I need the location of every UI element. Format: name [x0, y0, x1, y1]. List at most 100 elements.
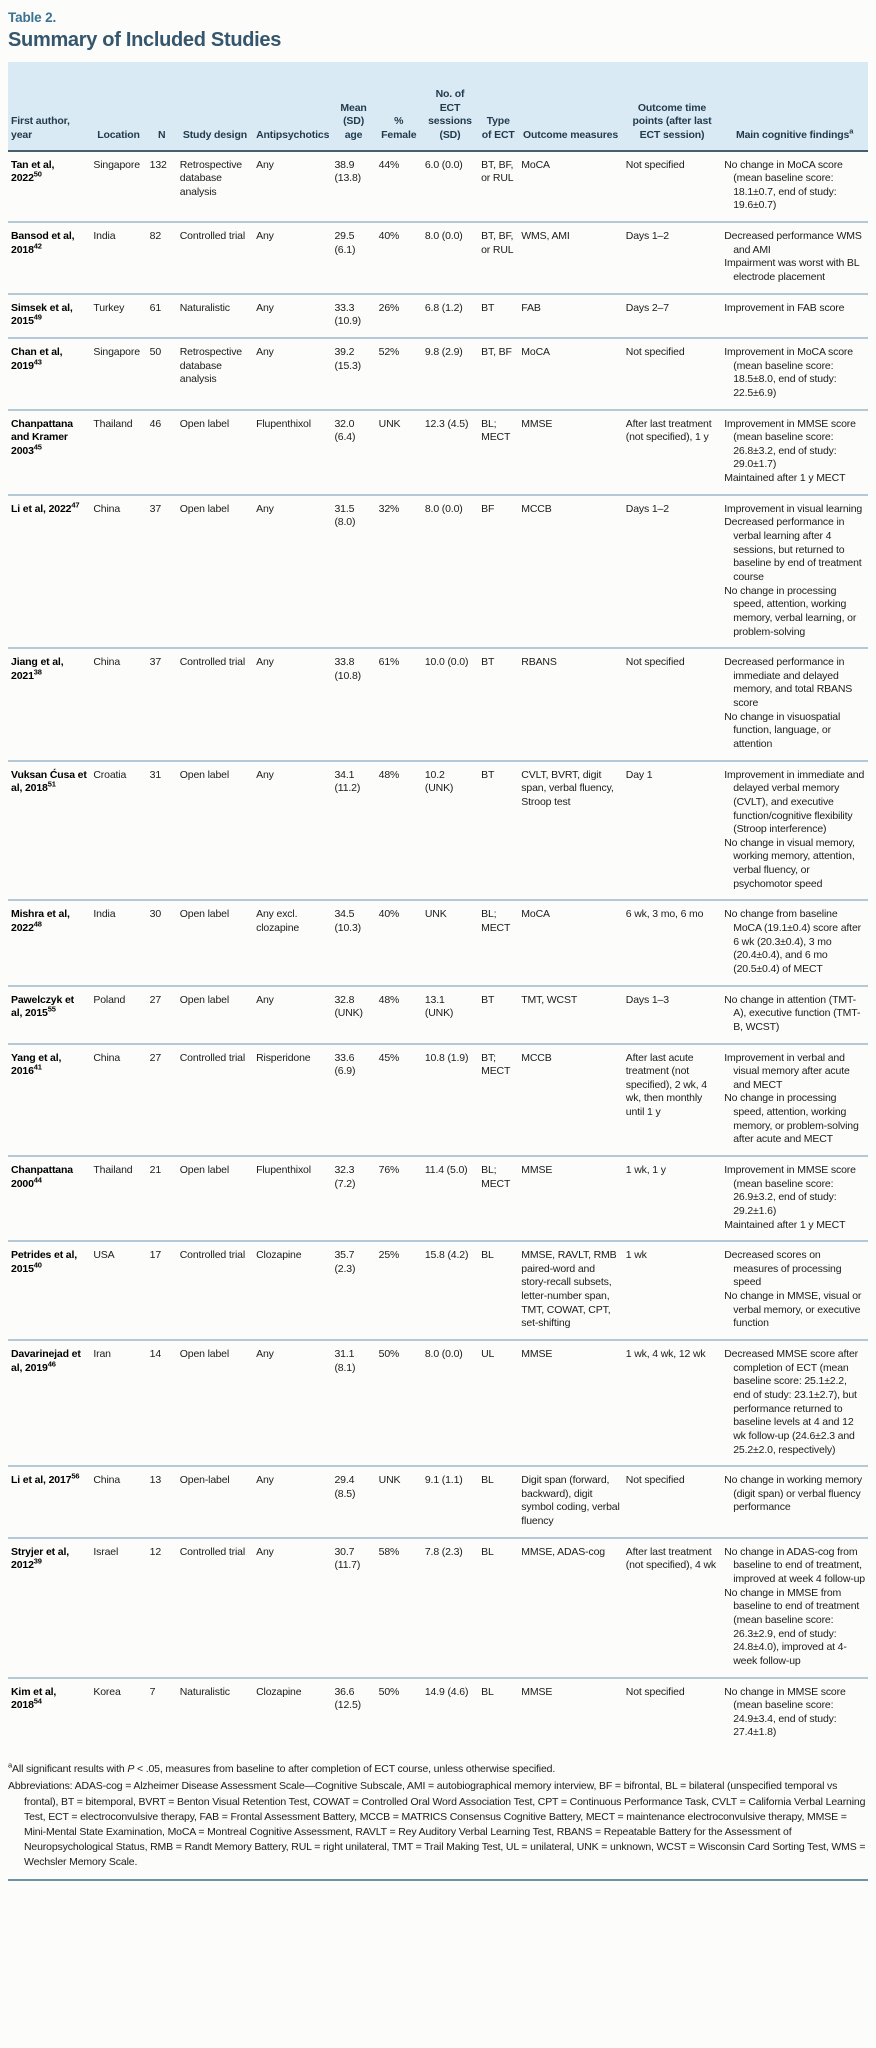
col-header-n: N	[146, 62, 177, 152]
cell-sessions: 6.0 (0.0)	[424, 158, 463, 171]
cell-sessions: 11.4 (5.0)	[421, 1154, 479, 1242]
cell-age: 36.6 (12.5)	[331, 1676, 376, 1749]
cell-findings: No change from baseline MoCA (19.1±0.4) …	[721, 899, 868, 986]
cell-author: Chanpattana 200044	[8, 1154, 91, 1242]
table-row: Mishra et al, 202248 India 30 Open label Any…	[8, 899, 868, 986]
cell-n: 30	[146, 899, 177, 986]
cell-measures: WMS, AMI	[518, 221, 623, 294]
cell-antipsychotics: Any	[253, 1536, 332, 1678]
finding-paragraph: Decreased MMSE score after completion of…	[724, 1348, 859, 1456]
reference-superscript: 48	[33, 919, 42, 929]
finding-paragraph: Maintained after 1 y MECT	[724, 472, 846, 485]
cell-design: Open label	[176, 1154, 254, 1242]
cell-findings: Improvement in immediate and delayed ver…	[721, 759, 868, 901]
header-row: First author, year Location N Study design A…	[8, 62, 868, 152]
cell-design: Controlled trial	[176, 1536, 254, 1678]
significance-footnote-pre: All significant results with	[12, 1763, 128, 1776]
finding-paragraph: No change in ADAS-cog from baseline to e…	[724, 1545, 866, 1586]
cell-measures: MMSE	[518, 1676, 623, 1749]
cell-sessions: 10.8 (1.9)	[421, 1042, 479, 1156]
cell-age: 31.1 (8.1)	[331, 1339, 376, 1467]
cell-timepoints: After last treatment (not specified), 4 …	[622, 1536, 722, 1678]
cell-measures: MoCA	[518, 336, 623, 410]
cell-design: Retrospective database analysis	[176, 336, 254, 410]
cell-ect_type: BT	[478, 759, 519, 901]
cell-ect_type: BL	[478, 1465, 519, 1538]
table-row: Chanpattana 200044 Thailand 21 Open label Fl…	[8, 1154, 868, 1242]
cell-location: Singapore	[93, 158, 140, 171]
cell-ect_type: BT; MECT	[478, 1042, 519, 1156]
cell-measures: MCCB	[518, 1042, 623, 1156]
cell-age: 38.9 (13.8)	[334, 158, 361, 185]
cell-sessions: 13.1 (UNK)	[421, 984, 479, 1044]
col-header-age: Mean (SD) age	[331, 62, 376, 152]
cell-antipsychotics: Any	[256, 158, 274, 171]
col-header-sessions: No. of ECT sessions (SD)	[421, 62, 479, 152]
cell-author: Simsek et al, 201549	[8, 292, 91, 338]
finding-paragraph: No change in attention (TMT-A), executiv…	[724, 993, 861, 1033]
significance-footnote: aAll significant results with P < .05, m…	[8, 1760, 868, 1777]
cell-findings: No change in attention (TMT-A), executiv…	[721, 984, 868, 1044]
col-header-findings: Main cognitive findingsa	[721, 62, 868, 152]
cell-female: 32%	[375, 493, 422, 649]
col-header-design: Study design	[176, 62, 254, 152]
cell-age: 34.1 (11.2)	[331, 759, 376, 901]
finding-paragraph: Decreased scores on measures of processi…	[724, 1249, 842, 1289]
cell-ect_type: BF	[478, 493, 519, 649]
cell-female: UNK	[375, 408, 422, 495]
cell-design: Controlled trial	[176, 221, 254, 294]
cell-antipsychotics: Flupenthixol	[253, 1154, 332, 1242]
cell-n: 27	[146, 984, 177, 1044]
cell-measures: TMT, WCST	[518, 984, 623, 1044]
table-header: First author, year Location N Study design A…	[8, 62, 868, 152]
cell-measures: MoCA	[521, 158, 550, 171]
cell-ect_type: BT	[478, 647, 519, 761]
cell-n: 46	[146, 408, 177, 495]
cell-location: China	[90, 1465, 147, 1538]
reference-superscript: 39	[33, 1556, 42, 1566]
finding-paragraph: Improvement in verbal and visual memory …	[724, 1051, 850, 1091]
col-header-author: First author, year	[8, 62, 91, 152]
cell-location: India	[90, 899, 147, 986]
cell-antipsychotics: Clozapine	[253, 1240, 332, 1341]
abbreviations-footnote: Abbreviations: ADAS-cog = Alzheimer Dise…	[8, 1780, 866, 1869]
cell-n: 17	[146, 1240, 177, 1341]
cell-findings: Improvement in visual learning Decreased …	[721, 493, 868, 649]
footnote-marker: a	[849, 126, 854, 136]
cell-ect_type: BL	[478, 1676, 519, 1749]
cell-author: Pawelczyk et al, 201555	[8, 984, 91, 1044]
cell-n: 31	[146, 759, 177, 901]
reference-superscript: 46	[47, 1359, 56, 1369]
finding-paragraph: No change in MoCA score (mean baseline s…	[724, 158, 843, 212]
col-header-antipsychotics: Antipsychotics	[253, 62, 332, 152]
table-footnotes: aAll significant results with P < .05, m…	[8, 1760, 868, 1871]
cell-age: 29.4 (8.5)	[331, 1465, 376, 1538]
cell-timepoints: Days 1–2	[622, 493, 722, 649]
cell-sessions: 10.2 (UNK)	[421, 759, 479, 901]
cell-design: Naturalistic	[176, 1676, 254, 1749]
finding-paragraph: Decreased performance in verbal learning…	[724, 516, 862, 583]
finding-paragraph: Improvement in MoCA score (mean baseline…	[724, 345, 853, 399]
footnote-marker: a	[8, 1760, 13, 1770]
cell-location: Turkey	[90, 292, 147, 338]
cell-design: Open label	[176, 408, 254, 495]
table-row: Davarinejad et al, 201946 Iran 14 Open labe…	[8, 1339, 868, 1467]
cell-antipsychotics: Any	[253, 292, 332, 338]
table-row: Li et al, 201756 China 13 Open-label Any 29.4…	[8, 1465, 868, 1538]
cell-design: Naturalistic	[176, 292, 254, 338]
cell-author: Chan et al, 201943	[8, 336, 91, 410]
table-row: Simsek et al, 201549 Turkey 61 Naturalistic…	[8, 292, 868, 338]
cell-measures: RBANS	[518, 647, 623, 761]
cell-location: India	[90, 221, 147, 294]
cell-n: 27	[146, 1042, 177, 1156]
cell-ect_type: BT, BF, or RUL	[478, 221, 519, 294]
cell-age: 33.3 (10.9)	[331, 292, 376, 338]
cell-sessions: 8.0 (0.0)	[421, 1339, 479, 1467]
reference-superscript: 43	[33, 357, 42, 367]
cell-timepoints: Not specified	[622, 1676, 722, 1749]
cell-location: Singapore	[90, 336, 147, 410]
cell-ect_type: BL; MECT	[478, 1154, 519, 1242]
cell-sessions: 9.1 (1.1)	[421, 1465, 479, 1538]
cell-sessions: 15.8 (4.2)	[421, 1240, 479, 1341]
table-row: Kim et al, 201854 Korea 7 Naturalistic Cloza…	[8, 1676, 868, 1749]
